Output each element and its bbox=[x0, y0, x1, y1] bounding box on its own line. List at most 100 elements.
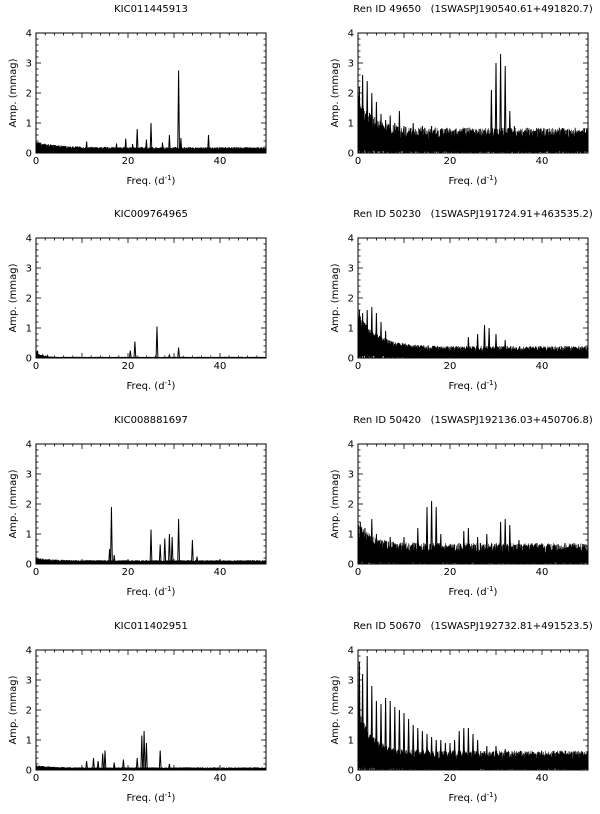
peak-mark bbox=[503, 65, 507, 153]
peak-mark bbox=[92, 757, 95, 770]
y-tick-label: 0 bbox=[26, 149, 32, 160]
y-axis-label: Amp. (mmag) bbox=[8, 58, 19, 127]
peak-mark bbox=[545, 753, 548, 770]
peak-mark bbox=[503, 339, 507, 358]
axis-ticks bbox=[35, 649, 267, 771]
peak-mark bbox=[50, 148, 54, 153]
x-axis-label-close: ) bbox=[172, 793, 176, 804]
peak-mark bbox=[457, 131, 461, 153]
peak-mark bbox=[370, 685, 374, 770]
peak-mark bbox=[158, 750, 162, 770]
peak-mark bbox=[365, 80, 369, 153]
x-axis-label-exponent: -1 bbox=[165, 791, 172, 799]
noise-trace bbox=[36, 765, 266, 770]
chart-title: KIC009764965 bbox=[114, 209, 188, 220]
peak-mark bbox=[177, 70, 180, 153]
peak-mark bbox=[485, 533, 489, 564]
peak-mark bbox=[168, 134, 171, 153]
peak-mark bbox=[370, 518, 374, 564]
y-tick-label: 2 bbox=[348, 294, 354, 305]
y-tick-label: 2 bbox=[348, 89, 354, 100]
x-tick-label: 40 bbox=[214, 361, 227, 372]
noise-trace bbox=[36, 558, 266, 564]
peak-mark bbox=[38, 142, 42, 153]
peak-mark bbox=[476, 739, 479, 770]
chart-title: KIC011402951 bbox=[114, 621, 188, 632]
x-axis-label-exponent: -1 bbox=[487, 585, 494, 593]
x-tick-label: 40 bbox=[214, 156, 227, 167]
x-axis-label: Freq. (d-1) bbox=[127, 585, 176, 598]
x-axis-label-close: ) bbox=[172, 587, 176, 598]
peak-mark bbox=[487, 327, 491, 358]
chart-title: Ren ID 49650 (1SWASPJ190540.61+491820.7) bbox=[353, 4, 593, 15]
x-tick-label: 40 bbox=[536, 567, 549, 578]
peak-mark bbox=[142, 730, 146, 770]
axis-ticks bbox=[35, 32, 267, 154]
y-tick-label: 1 bbox=[348, 736, 354, 747]
peak-mark bbox=[112, 762, 116, 770]
y-axis-label: Amp. (mmag) bbox=[8, 675, 19, 744]
y-tick-label: 3 bbox=[348, 676, 354, 687]
x-axis-label-text: Freq. (d bbox=[127, 381, 165, 392]
x-tick-label: 0 bbox=[33, 567, 39, 578]
y-tick-label: 2 bbox=[26, 294, 32, 305]
peak-mark bbox=[471, 733, 475, 770]
x-tick-label: 0 bbox=[355, 773, 361, 784]
peak-mark bbox=[384, 330, 387, 358]
chart-title: Ren ID 50230 (1SWASPJ191724.91+463535.2) bbox=[353, 209, 593, 220]
peak-mark bbox=[462, 530, 466, 564]
peak-mark bbox=[361, 74, 364, 153]
y-tick-label: 2 bbox=[348, 500, 354, 511]
x-tick-label: 20 bbox=[122, 361, 135, 372]
peak-mark bbox=[531, 134, 535, 153]
x-tick-label: 40 bbox=[536, 361, 549, 372]
x-tick-label: 20 bbox=[122, 156, 135, 167]
peak-mark bbox=[517, 539, 521, 564]
peak-mark bbox=[122, 759, 125, 770]
peak-mark bbox=[430, 500, 433, 564]
peak-mark bbox=[467, 527, 470, 564]
peak-mark bbox=[365, 309, 369, 358]
x-tick-label: 0 bbox=[355, 156, 361, 167]
peak-mark bbox=[483, 324, 486, 358]
peak-mark bbox=[155, 326, 159, 358]
peak-mark bbox=[467, 336, 470, 358]
x-axis-label: Freq. (d-1) bbox=[449, 585, 498, 598]
y-tick-label: 4 bbox=[348, 234, 354, 245]
chart-title: Ren ID 50420 (1SWASPJ192136.03+450706.8) bbox=[353, 415, 593, 426]
peak-mark bbox=[522, 131, 525, 153]
peak-mark bbox=[135, 128, 139, 153]
peak-mark bbox=[499, 53, 502, 153]
axis-ticks bbox=[35, 443, 267, 565]
peak-mark bbox=[363, 527, 367, 564]
peak-mark bbox=[563, 548, 567, 564]
y-tick-label: 0 bbox=[26, 354, 32, 365]
chart-title: KIC008881697 bbox=[114, 415, 188, 426]
axis-ticks bbox=[357, 237, 589, 359]
peak-mark bbox=[388, 536, 392, 564]
peak-mark bbox=[448, 128, 452, 153]
x-axis-label-text: Freq. (d bbox=[127, 176, 165, 187]
x-tick-label: 40 bbox=[536, 773, 549, 784]
peak-mark bbox=[168, 763, 171, 770]
peak-mark bbox=[411, 724, 415, 770]
y-axis-label: Amp. (mmag) bbox=[330, 263, 341, 332]
peak-mark bbox=[393, 122, 397, 153]
x-axis-label: Freq. (d-1) bbox=[449, 791, 498, 804]
peak-mark bbox=[179, 137, 183, 153]
x-axis-label: Freq. (d-1) bbox=[449, 379, 498, 392]
axis-ticks bbox=[35, 237, 267, 359]
axis-ticks bbox=[357, 649, 589, 771]
x-axis-label-close: ) bbox=[494, 381, 498, 392]
chart-title: KIC011445913 bbox=[114, 4, 188, 15]
peak-mark bbox=[145, 139, 148, 153]
peak-mark bbox=[168, 533, 171, 564]
x-tick-label: 20 bbox=[444, 156, 457, 167]
peak-mark bbox=[85, 760, 88, 770]
peak-mark bbox=[508, 110, 512, 153]
y-tick-label: 0 bbox=[348, 560, 354, 571]
x-axis-label-close: ) bbox=[494, 176, 498, 187]
x-axis-label-exponent: -1 bbox=[165, 585, 172, 593]
peak-mark bbox=[485, 745, 489, 770]
peak-mark bbox=[370, 306, 374, 358]
